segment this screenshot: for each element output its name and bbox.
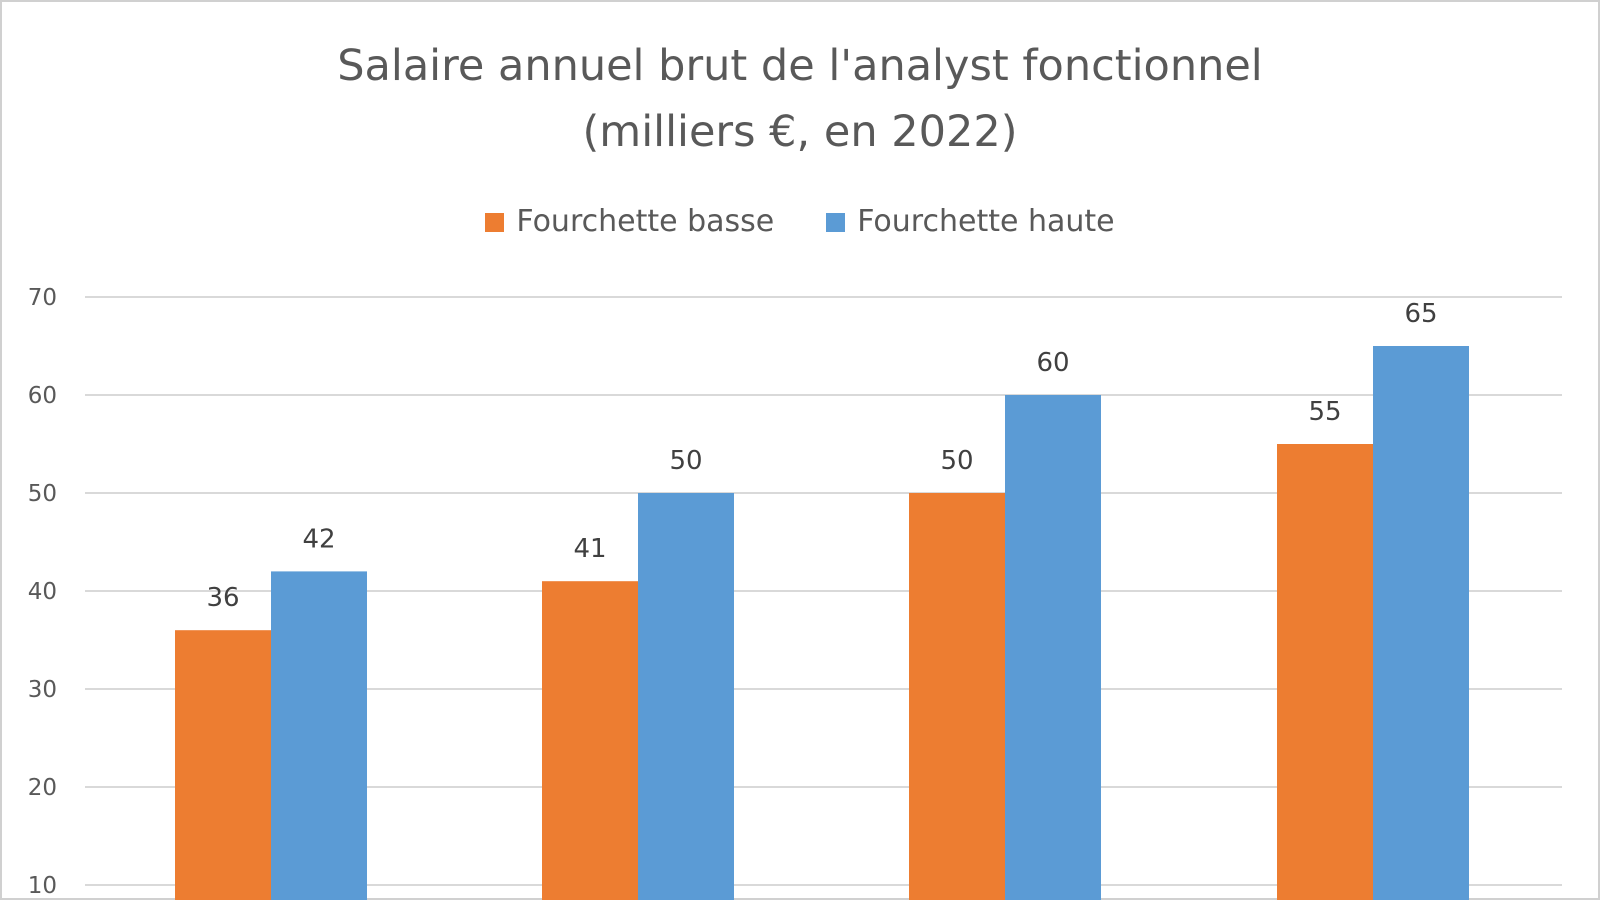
y-tick-label: 40: [28, 579, 57, 605]
legend-label-basse: Fourchette basse: [516, 204, 775, 239]
legend-label-haute: Fourchette haute: [857, 204, 1115, 239]
y-tick-label: 20: [28, 775, 57, 801]
legend-item-haute: Fourchette haute: [826, 202, 1115, 242]
bar-data-label: 41: [573, 534, 606, 564]
bar: [271, 571, 367, 900]
bar-data-label: 65: [1404, 299, 1437, 329]
chart-subtitle: (milliers €, en 2022): [582, 107, 1018, 157]
y-tick-label: 50: [28, 481, 57, 507]
bar: [638, 493, 734, 900]
y-tick-label: 70: [28, 285, 57, 311]
chart-legend: Fourchette basse Fourchette haute: [0, 202, 1600, 242]
bar: [1373, 346, 1469, 900]
legend-swatch-orange-icon: [485, 212, 505, 232]
chart-title: Salaire annuel brut de l'analyst fonctio…: [337, 41, 1263, 91]
legend-swatch-blue-icon: [826, 212, 846, 232]
bar-data-label: 50: [669, 446, 702, 476]
bar: [1005, 395, 1101, 900]
bar-data-label: 55: [1308, 397, 1341, 427]
legend-item-basse: Fourchette basse: [485, 202, 774, 242]
y-tick-label: 60: [28, 383, 57, 409]
bar: [175, 630, 271, 900]
bar: [1277, 444, 1373, 900]
bar: [542, 581, 638, 900]
y-tick-label: 30: [28, 677, 57, 703]
bar-data-label: 60: [1036, 348, 1069, 378]
bar-data-label: 36: [206, 583, 239, 613]
bar-data-label: 42: [302, 524, 335, 554]
y-tick-label: 10: [28, 873, 57, 899]
bar-data-label: 50: [940, 446, 973, 476]
bar: [909, 493, 1005, 900]
